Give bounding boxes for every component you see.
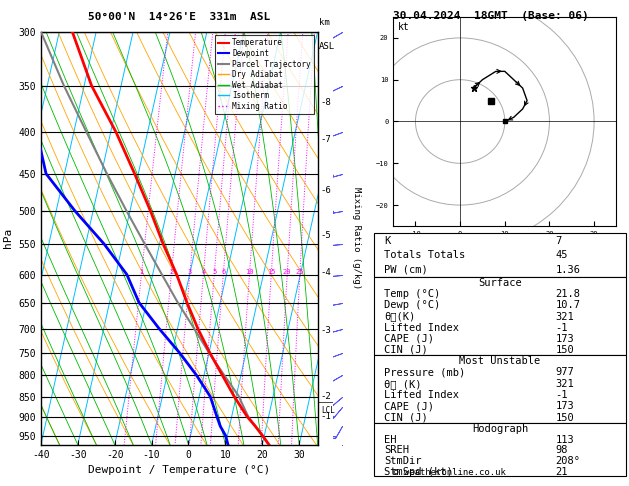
Text: Most Unstable: Most Unstable	[459, 356, 541, 366]
Text: ASL: ASL	[319, 42, 335, 51]
Text: Temp (°C): Temp (°C)	[384, 289, 440, 299]
Text: 10: 10	[245, 269, 253, 275]
Y-axis label: hPa: hPa	[3, 228, 13, 248]
Text: -2: -2	[321, 392, 331, 401]
Text: -5: -5	[321, 231, 331, 240]
Text: 45: 45	[555, 250, 568, 260]
Text: -1: -1	[555, 323, 568, 333]
Text: StmSpd (kt): StmSpd (kt)	[384, 467, 453, 477]
Text: 173: 173	[555, 334, 574, 344]
Bar	[374, 355, 626, 423]
Bar	[374, 233, 626, 277]
Text: θᴇ(K): θᴇ(K)	[384, 312, 416, 322]
Text: 7: 7	[555, 236, 562, 246]
Text: 1: 1	[139, 269, 143, 275]
Text: 50°00'N  14°26'E  331m  ASL: 50°00'N 14°26'E 331m ASL	[88, 12, 270, 22]
Text: CIN (J): CIN (J)	[384, 345, 428, 355]
Text: 30.04.2024  18GMT  (Base: 06): 30.04.2024 18GMT (Base: 06)	[393, 11, 589, 21]
Text: 15: 15	[267, 269, 276, 275]
Text: 321: 321	[555, 312, 574, 322]
Text: PW (cm): PW (cm)	[384, 265, 428, 275]
Text: 321: 321	[555, 379, 574, 389]
Text: Surface: Surface	[478, 278, 522, 288]
Text: 150: 150	[555, 413, 574, 423]
Text: © weatheronline.co.uk: © weatheronline.co.uk	[393, 468, 506, 477]
Text: CAPE (J): CAPE (J)	[384, 401, 434, 411]
Text: LCL: LCL	[321, 406, 335, 415]
Text: 2: 2	[169, 269, 174, 275]
Text: CAPE (J): CAPE (J)	[384, 334, 434, 344]
Text: -1: -1	[321, 412, 331, 421]
Text: -1: -1	[555, 390, 568, 400]
Text: 173: 173	[555, 401, 574, 411]
Text: Dewp (°C): Dewp (°C)	[384, 300, 440, 311]
Text: -4: -4	[321, 268, 331, 277]
Text: 113: 113	[555, 434, 574, 445]
Text: 20: 20	[283, 269, 291, 275]
Text: -7: -7	[321, 135, 331, 144]
Text: 208°: 208°	[555, 456, 581, 466]
Text: 4: 4	[201, 269, 206, 275]
Text: Pressure (mb): Pressure (mb)	[384, 367, 465, 377]
Text: StmDir: StmDir	[384, 456, 422, 466]
Text: 6: 6	[221, 269, 225, 275]
Bar	[374, 423, 626, 476]
Text: SREH: SREH	[384, 445, 409, 455]
Text: -6: -6	[321, 186, 331, 195]
Text: -8: -8	[321, 98, 331, 107]
Text: Hodograph: Hodograph	[472, 424, 528, 434]
Text: EH: EH	[384, 434, 397, 445]
Text: Totals Totals: Totals Totals	[384, 250, 465, 260]
X-axis label: Dewpoint / Temperature (°C): Dewpoint / Temperature (°C)	[88, 465, 270, 475]
Text: 10.7: 10.7	[555, 300, 581, 311]
Text: kt: kt	[398, 21, 409, 32]
Legend: Temperature, Dewpoint, Parcel Trajectory, Dry Adiabat, Wet Adiabat, Isotherm, Mi: Temperature, Dewpoint, Parcel Trajectory…	[214, 35, 314, 114]
Text: θᴇ (K): θᴇ (K)	[384, 379, 422, 389]
Text: 5: 5	[212, 269, 216, 275]
Text: 3: 3	[187, 269, 192, 275]
Bar	[374, 277, 626, 355]
Text: Lifted Index: Lifted Index	[384, 390, 459, 400]
Text: 21.8: 21.8	[555, 289, 581, 299]
Text: 1.36: 1.36	[555, 265, 581, 275]
Text: km: km	[319, 18, 330, 27]
Text: 21: 21	[555, 467, 568, 477]
Text: -3: -3	[321, 326, 331, 335]
Text: Mixing Ratio (g/kg): Mixing Ratio (g/kg)	[352, 187, 361, 289]
Text: 25: 25	[296, 269, 304, 275]
Text: CIN (J): CIN (J)	[384, 413, 428, 423]
Text: K: K	[384, 236, 391, 246]
Text: 150: 150	[555, 345, 574, 355]
Text: Lifted Index: Lifted Index	[384, 323, 459, 333]
Text: 98: 98	[555, 445, 568, 455]
Text: 977: 977	[555, 367, 574, 377]
